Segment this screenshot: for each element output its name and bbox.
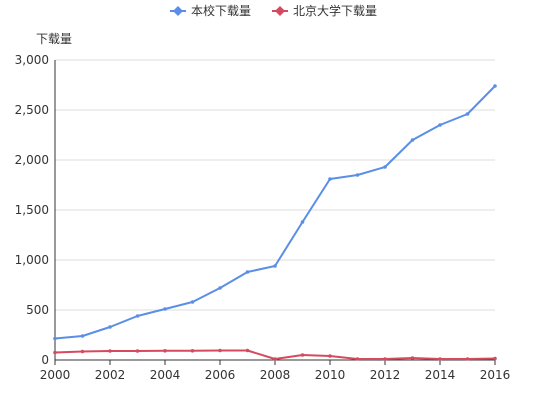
data-point[interactable] [273,264,277,268]
data-point[interactable] [410,138,415,142]
x-tick-label: 2006 [205,368,236,382]
axes: 0 500 1,000 1,500 2,000 2,500 3,000 2000 2002 200… [15,53,511,382]
series-line[interactable] [54,85,496,340]
data-point[interactable] [328,177,332,181]
data-point[interactable] [163,349,167,353]
data-point[interactable] [300,220,305,224]
data-point[interactable] [135,314,140,318]
diamond-marker-icon [275,6,285,16]
y-tick-label: 3,000 [15,53,49,67]
data-point[interactable] [383,357,387,361]
series-2[interactable] [53,348,497,361]
x-tick-label: 2000 [40,368,71,382]
data-point[interactable] [493,356,497,361]
data-point[interactable] [53,350,57,355]
data-point[interactable] [135,349,140,353]
y-tick-label: 500 [26,303,49,317]
data-point[interactable] [245,270,250,274]
y-axis-title: 下载量 [36,32,72,46]
data-point[interactable] [465,112,470,116]
data-point[interactable] [190,349,195,353]
data-point[interactable] [80,334,85,338]
x-tick-label: 2010 [315,368,346,382]
x-tick-label: 2008 [260,368,291,382]
legend-item-1[interactable]: 本校下载量 [170,3,251,18]
x-tick-label: 2012 [370,368,401,382]
data-point[interactable] [80,349,85,354]
x-tick-label: 2004 [150,368,181,382]
data-point[interactable] [245,348,250,353]
data-point[interactable] [190,300,195,304]
series-layer [53,84,497,361]
data-point[interactable] [273,357,277,361]
grid-lines [55,59,495,311]
x-tick-label: 2016 [480,368,511,382]
data-point[interactable] [438,123,442,127]
y-tick-label: 0 [41,353,49,367]
y-tick-label: 2,500 [15,103,49,117]
data-point[interactable] [438,357,442,361]
data-point[interactable] [465,357,470,361]
data-point[interactable] [108,349,112,353]
data-point[interactable] [218,348,222,353]
data-point[interactable] [493,84,497,88]
data-point[interactable] [355,173,360,177]
data-point[interactable] [163,307,167,311]
data-point[interactable] [383,165,387,169]
diamond-marker-icon [173,6,183,16]
series-1[interactable] [53,84,497,341]
x-tick-label: 2014 [425,368,456,382]
data-point[interactable] [355,357,360,361]
x-tick-label: 2002 [95,368,126,382]
y-tick-label: 1,000 [15,253,49,267]
legend-label: 本校下载量 [191,3,251,18]
data-point[interactable] [53,336,57,341]
data-point[interactable] [328,354,332,358]
data-point[interactable] [410,356,415,360]
y-tick-label: 1,500 [15,203,49,217]
data-point[interactable] [218,286,222,290]
data-point[interactable] [300,353,305,357]
y-tick-label: 2,000 [15,153,49,167]
legend-label: 北京大学下载量 [293,3,377,18]
legend-item-2[interactable]: 北京大学下载量 [272,3,377,18]
data-point[interactable] [108,325,112,329]
legend[interactable]: 本校下载量 北京大学下载量 [170,3,377,18]
